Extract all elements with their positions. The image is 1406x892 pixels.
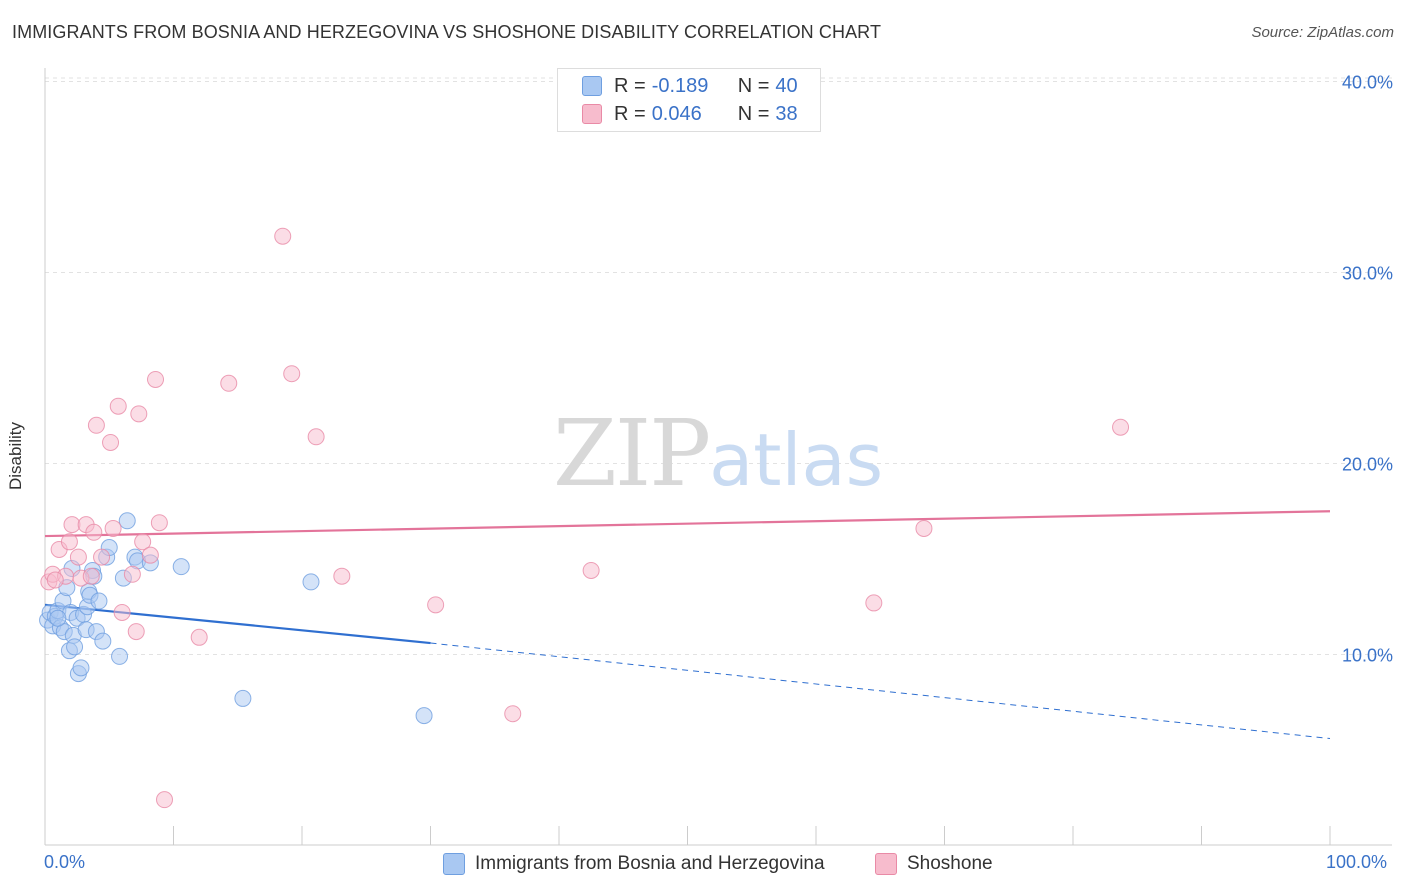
data-point-shoshone	[333, 567, 351, 585]
series-legend-item-bosnia: Immigrants from Bosnia and Herzegovina	[443, 850, 825, 878]
y-tick-label: 10.0%	[1342, 646, 1393, 666]
legend-r-label: R =	[614, 102, 646, 125]
data-point-shoshone	[582, 561, 600, 579]
data-point-shoshone	[1112, 418, 1130, 436]
data-point-bosnia	[90, 592, 108, 610]
data-point-shoshone	[46, 571, 64, 589]
legend-n-value: 38	[775, 102, 798, 125]
data-point-shoshone	[130, 405, 148, 423]
data-point-shoshone	[87, 416, 105, 434]
y-tick-label: 20.0%	[1342, 455, 1393, 475]
data-point-bosnia	[234, 689, 252, 707]
data-point-bosnia	[49, 609, 67, 627]
trend-line-extension	[430, 642, 1331, 740]
data-point-shoshone	[113, 603, 131, 621]
legend-row-shoshone: R = 0.046 N = 38	[582, 101, 798, 127]
legend-r-label: R =	[614, 74, 646, 97]
data-point-shoshone	[63, 516, 81, 534]
legend-row-bosnia: R = -0.189 N = 40	[582, 73, 798, 99]
point-layer	[39, 227, 1130, 809]
data-point-shoshone	[82, 567, 100, 585]
data-point-shoshone	[93, 548, 111, 566]
data-point-shoshone	[109, 397, 127, 415]
data-point-bosnia	[415, 707, 433, 725]
legend-swatch-bosnia	[582, 76, 602, 96]
data-point-shoshone	[127, 623, 145, 641]
y-tick-label: 40.0%	[1342, 73, 1393, 93]
y-axis-label: Disability	[6, 421, 25, 491]
data-point-shoshone	[150, 514, 168, 532]
trend-line	[44, 510, 1331, 538]
data-point-shoshone	[504, 705, 522, 723]
grid-layer	[45, 77, 1392, 655]
data-point-bosnia	[66, 638, 84, 656]
data-point-shoshone	[85, 523, 103, 541]
correlation-legend: R = -0.189 N = 40 R = 0.046 N = 38	[557, 68, 821, 132]
watermark-atlas: atlas	[709, 418, 884, 502]
series-legend-swatch-bosnia	[443, 853, 465, 875]
tick-label-layer: 10.0% 20.0% 30.0% 40.0%	[1342, 73, 1393, 666]
data-point-bosnia	[94, 632, 112, 650]
series-legend-label-bosnia: Immigrants from Bosnia and Herzegovina	[475, 853, 825, 874]
data-point-shoshone	[60, 533, 78, 551]
trend-layer	[44, 510, 1331, 740]
series-legend-swatch-shoshone	[875, 853, 897, 875]
data-point-shoshone	[147, 370, 165, 388]
data-point-shoshone	[274, 227, 292, 245]
data-point-shoshone	[104, 519, 122, 537]
data-point-shoshone	[283, 365, 301, 383]
data-point-shoshone	[915, 519, 933, 537]
chart-title: IMMIGRANTS FROM BOSNIA AND HERZEGOVINA V…	[12, 22, 882, 42]
series-legend-label-shoshone: Shoshone	[907, 853, 993, 874]
legend-n-label: N =	[737, 74, 770, 97]
data-point-shoshone	[427, 596, 445, 614]
data-point-shoshone	[102, 433, 120, 451]
data-point-shoshone	[190, 628, 208, 646]
x-tick-label-max: 100.0%	[1326, 852, 1388, 872]
series-legend: Immigrants from Bosnia and Herzegovina S…	[0, 850, 1406, 878]
legend-r-value: -0.189	[651, 74, 709, 97]
watermark: ZIPatlas	[553, 400, 883, 507]
chart-source: Source: ZipAtlas.com	[1251, 24, 1394, 41]
axis-layer	[44, 68, 1392, 846]
data-point-shoshone	[141, 546, 159, 564]
watermark-zip: ZIP	[553, 400, 711, 507]
series-legend-item-shoshone: Shoshone	[875, 850, 993, 878]
y-tick-label: 30.0%	[1342, 264, 1393, 284]
data-point-bosnia	[172, 558, 190, 576]
data-point-shoshone	[220, 374, 238, 392]
data-point-shoshone	[134, 533, 152, 551]
data-point-shoshone	[69, 548, 87, 566]
legend-n-label: N =	[737, 102, 770, 125]
data-point-bosnia	[118, 512, 136, 530]
data-point-shoshone	[865, 594, 883, 612]
data-point-bosnia	[72, 659, 90, 677]
data-point-shoshone	[156, 791, 174, 809]
data-point-shoshone	[307, 428, 325, 446]
legend-r-value: 0.046	[651, 102, 702, 125]
trend-line	[44, 603, 431, 645]
data-point-bosnia	[111, 647, 129, 665]
legend-swatch-shoshone	[582, 104, 602, 124]
x-tick-label-min: 0.0%	[44, 852, 86, 872]
data-point-shoshone	[123, 565, 141, 583]
data-point-bosnia	[302, 573, 320, 591]
legend-n-value: 40	[775, 74, 798, 97]
